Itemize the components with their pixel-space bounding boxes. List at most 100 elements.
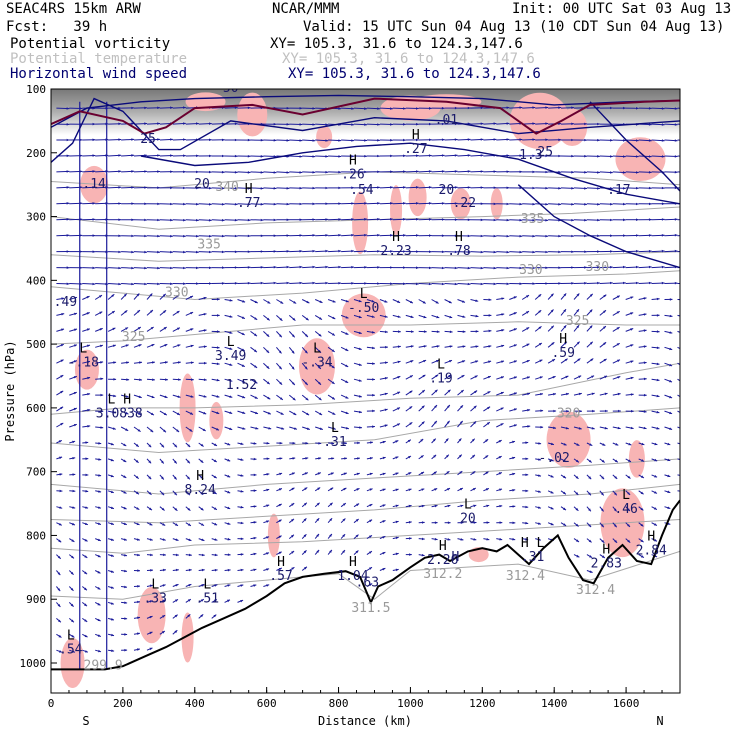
wind-vector-head (331, 381, 335, 384)
wind-vector-head (131, 282, 135, 286)
wind-vector-head (66, 266, 70, 269)
wind-vector-head (616, 327, 620, 330)
wind-vector-head (247, 106, 251, 110)
wind-vector-head (588, 508, 591, 512)
wind-vector-head (364, 170, 367, 174)
wind-vector-head (66, 154, 70, 158)
wind-vector-head (187, 614, 191, 618)
wind-vector-head (312, 202, 316, 206)
wind-vector-head (242, 411, 246, 414)
wind-vector-head (135, 475, 139, 479)
wind-vector-head (286, 218, 290, 222)
wind-vector-head (217, 314, 220, 317)
wind-vector-head (209, 282, 212, 285)
wind-vector-head (506, 138, 510, 141)
wind-vector-head (643, 393, 647, 397)
wind-vector-head (635, 281, 639, 285)
wind-vector (677, 378, 680, 382)
wind-vector-head (519, 266, 523, 270)
wind-vector-head (641, 459, 645, 462)
wind-vector-head (532, 106, 536, 109)
wind-vector-head (100, 426, 104, 429)
wind-vector-head (273, 202, 277, 206)
wind-vector-head (144, 282, 147, 286)
wind-vector-head (421, 421, 425, 425)
wind-vector-head (550, 475, 554, 478)
wind-vector-head (454, 170, 458, 173)
wind-vector-head (395, 440, 399, 443)
wind-vector-head (575, 508, 579, 511)
wind-vector-head (61, 313, 65, 316)
wind-vector-head (57, 604, 61, 607)
wind-vector-head (441, 266, 445, 270)
pv-fill-region (137, 587, 166, 644)
pv-fill-region (80, 165, 109, 204)
wind-vector-head (603, 326, 606, 329)
wind-vector-head (60, 344, 64, 347)
wind-vector-head (221, 122, 225, 125)
wind-vector-head (630, 426, 634, 430)
wind-vector-head (390, 282, 393, 285)
wind-vector-head (332, 412, 336, 415)
wind-vector-head (123, 459, 127, 462)
wind-vector-head (125, 327, 129, 330)
extremum-value-label: .51 (196, 591, 219, 606)
wind-vector-head (174, 630, 178, 634)
wind-vector-head (325, 234, 329, 237)
wind-vector-head (558, 170, 562, 174)
wind-vector-head (446, 454, 449, 458)
wind-vector-head (630, 376, 634, 380)
wind-vector-head (58, 619, 61, 623)
wind-vector-head (603, 358, 607, 362)
wind-vector-head (202, 428, 206, 431)
wind-vector-head (467, 138, 471, 141)
wind-vector-head (471, 438, 475, 442)
wind-vector-head (656, 330, 660, 333)
wind-vector-head (667, 490, 671, 493)
wind-vector-head (136, 538, 140, 541)
wind-vector-head (66, 234, 70, 237)
wind-vector-head (331, 349, 335, 352)
wind-vector-head (318, 333, 322, 337)
wind-vector-head (480, 170, 484, 173)
wind-vector-head (144, 202, 147, 206)
wind-vector-head (454, 266, 458, 270)
wind-vector-head (667, 506, 671, 509)
wind-vector-head (170, 266, 173, 270)
wind-vector-head (79, 202, 83, 205)
wind-vector-head (421, 537, 425, 541)
wind-vector-head (597, 138, 600, 142)
wind-vector-head (234, 171, 238, 174)
wind-vector-head (170, 154, 173, 157)
wind-vector-head (260, 266, 264, 269)
extremum-value-label: .63 (356, 575, 379, 590)
extremum-type-label: H (439, 539, 447, 554)
wind-vector-head (123, 293, 127, 297)
wind-vector-head (183, 202, 186, 206)
wind-vector-head (688, 107, 691, 110)
wind-vector-head (526, 360, 530, 363)
wind-vector-head (403, 266, 406, 269)
wind-vector-head (390, 154, 393, 158)
wind-vector-head (253, 584, 257, 587)
extremum-value-label: 20 (194, 177, 210, 192)
wind-vector-head (157, 154, 160, 157)
wind-vector-head (59, 489, 63, 493)
wind-vector-head (434, 521, 438, 524)
wind-vector-head (292, 317, 296, 321)
isentrope-label: 312.4 (506, 569, 545, 584)
wind-vector-head (584, 234, 587, 238)
wind-vector-head (358, 315, 362, 319)
wind-vector (677, 362, 680, 366)
wind-vector-head (162, 293, 166, 297)
wind-vector-head (84, 619, 88, 622)
wind-vector-head (571, 106, 574, 109)
wind-vector-head (213, 507, 217, 510)
isentrope-line (51, 270, 680, 301)
wind-vector-head (355, 519, 359, 522)
extremum-value-label: 3.49 (215, 349, 246, 364)
wind-vector-head (409, 553, 412, 556)
wind-vector-head (597, 266, 600, 269)
wind-vector-head (576, 309, 579, 313)
wind-vector-head (683, 298, 686, 301)
